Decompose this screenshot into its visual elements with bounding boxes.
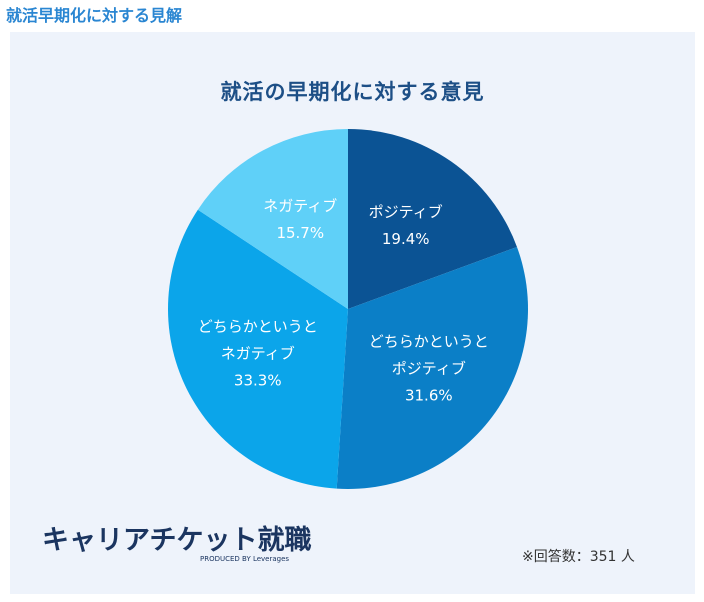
category-label: どちらかというとポジティブ (368, 332, 489, 378)
logo-byline: PRODUCED BY Leverages (200, 555, 290, 563)
slice-label: どちらかというとネガティブ 33.3% (183, 313, 333, 394)
pie-chart (167, 129, 528, 489)
pie-slice (197, 129, 348, 309)
category-label: ネガティブ (263, 197, 338, 216)
slice-label: どちらかというとポジティブ 31.6% (354, 329, 504, 410)
slice-label: ネガティブ 15.7% (225, 193, 375, 247)
logo: キャリアチケット就職 (42, 525, 312, 556)
value-label: 31.6% (404, 386, 453, 405)
category-label: どちらかというとネガティブ (197, 317, 318, 363)
pie-slice (336, 246, 528, 489)
value-label: 15.7% (276, 224, 325, 243)
page-title: 就活早期化に対する見解 (6, 6, 183, 25)
note: ※回答数：351 人 (522, 549, 635, 565)
value-label: 33.3% (233, 371, 282, 390)
pie-slice (348, 129, 517, 309)
value-label: 19.4% (381, 230, 430, 249)
slice-label: ポジティブ 19.4% (331, 199, 481, 253)
pie-slice (167, 209, 348, 489)
category-label: ポジティブ (368, 203, 443, 222)
chart-title: 就活の早期化に対する意見 (220, 80, 485, 104)
chart-panel: 就活の早期化に対する意見 キャリアチケット就職 PRODUCED BY Leve… (10, 32, 695, 594)
